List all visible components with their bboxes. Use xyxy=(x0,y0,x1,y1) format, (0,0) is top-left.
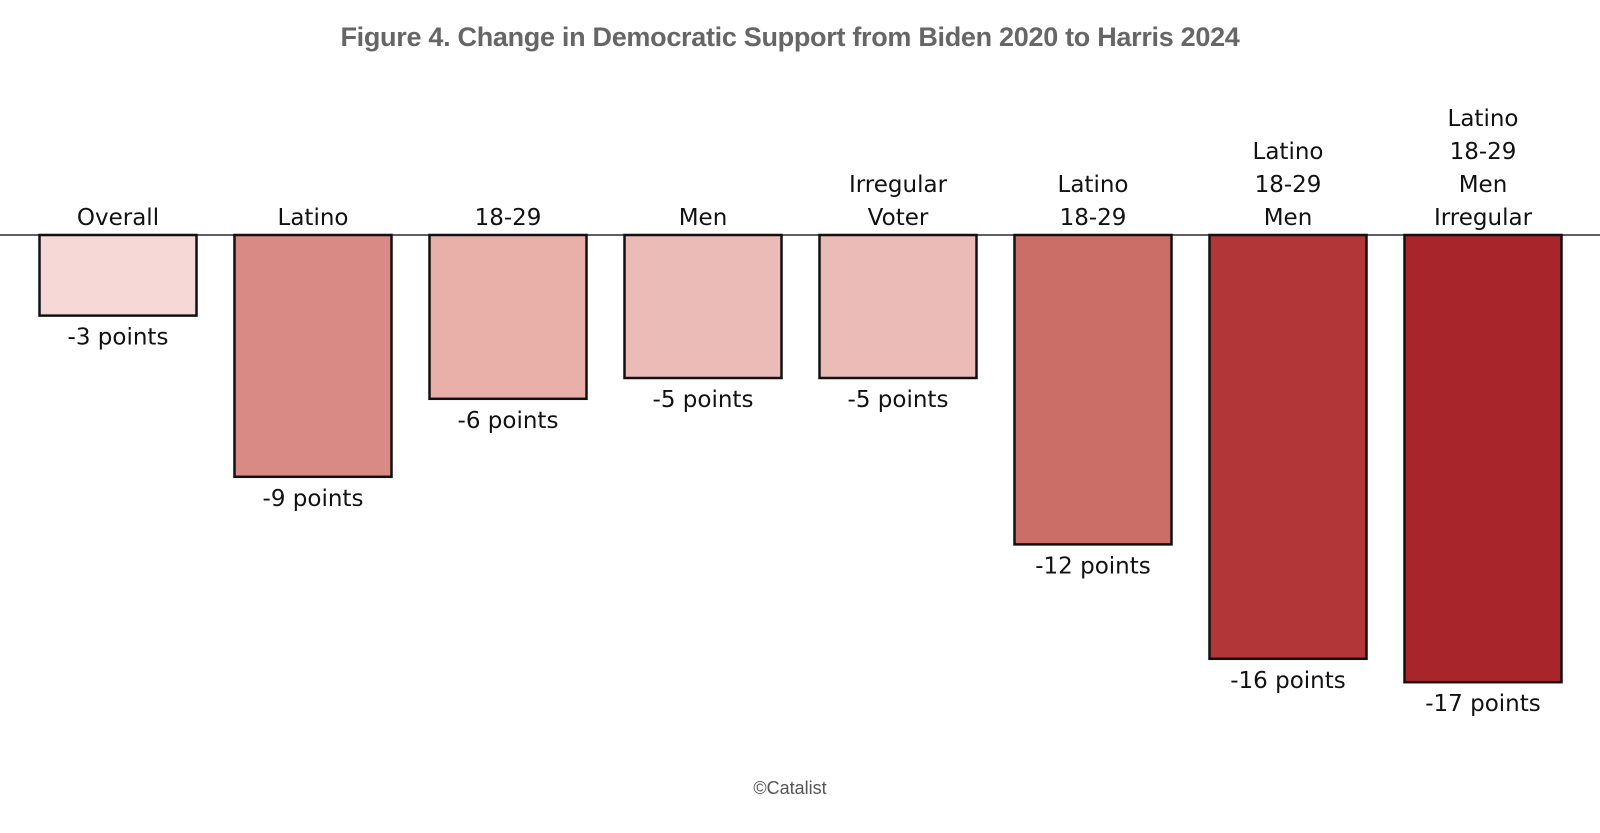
value-label-1: -9 points xyxy=(263,486,364,512)
category-label-7-line-1: 18-29 xyxy=(1450,139,1517,165)
copyright-footer: ©Catalist xyxy=(753,778,827,798)
value-label-4: -5 points xyxy=(848,387,949,413)
category-label-5-line-0: Latino xyxy=(1058,172,1129,198)
category-label-6-line-2: Men xyxy=(1264,205,1313,231)
category-label-3-line-0: Men xyxy=(679,205,728,231)
value-label-2: -6 points xyxy=(458,408,559,434)
category-label-5-line-1: 18-29 xyxy=(1060,205,1127,231)
bar-7 xyxy=(1403,233,1563,684)
bar-5 xyxy=(1013,233,1173,546)
value-label-3: -5 points xyxy=(653,387,754,413)
category-label-7-line-0: Latino xyxy=(1448,106,1519,132)
category-label-2-line-0: 18-29 xyxy=(475,205,542,231)
category-label-0-line-0: Overall xyxy=(77,205,159,231)
category-label-7-line-2: Men xyxy=(1459,172,1508,198)
value-label-6: -16 points xyxy=(1230,668,1346,694)
value-label-5: -12 points xyxy=(1035,553,1151,579)
chart-title: Figure 4. Change in Democratic Support f… xyxy=(340,22,1240,52)
value-label-7: -17 points xyxy=(1425,691,1541,717)
category-label-1-line-0: Latino xyxy=(278,205,349,231)
category-label-4-line-1: Voter xyxy=(868,205,929,231)
bar-6 xyxy=(1208,233,1368,661)
category-label-6-line-0: Latino xyxy=(1253,139,1324,165)
bar-2 xyxy=(428,233,588,401)
category-label-4-line-0: Irregular xyxy=(849,172,948,198)
category-label-7-line-3: Irregular xyxy=(1434,205,1533,231)
value-label-0: -3 points xyxy=(68,325,169,351)
bar-0 xyxy=(38,233,198,317)
category-label-6-line-1: 18-29 xyxy=(1255,172,1322,198)
bar-1 xyxy=(233,233,393,479)
bar-3 xyxy=(623,233,783,380)
bar-4 xyxy=(818,233,978,380)
